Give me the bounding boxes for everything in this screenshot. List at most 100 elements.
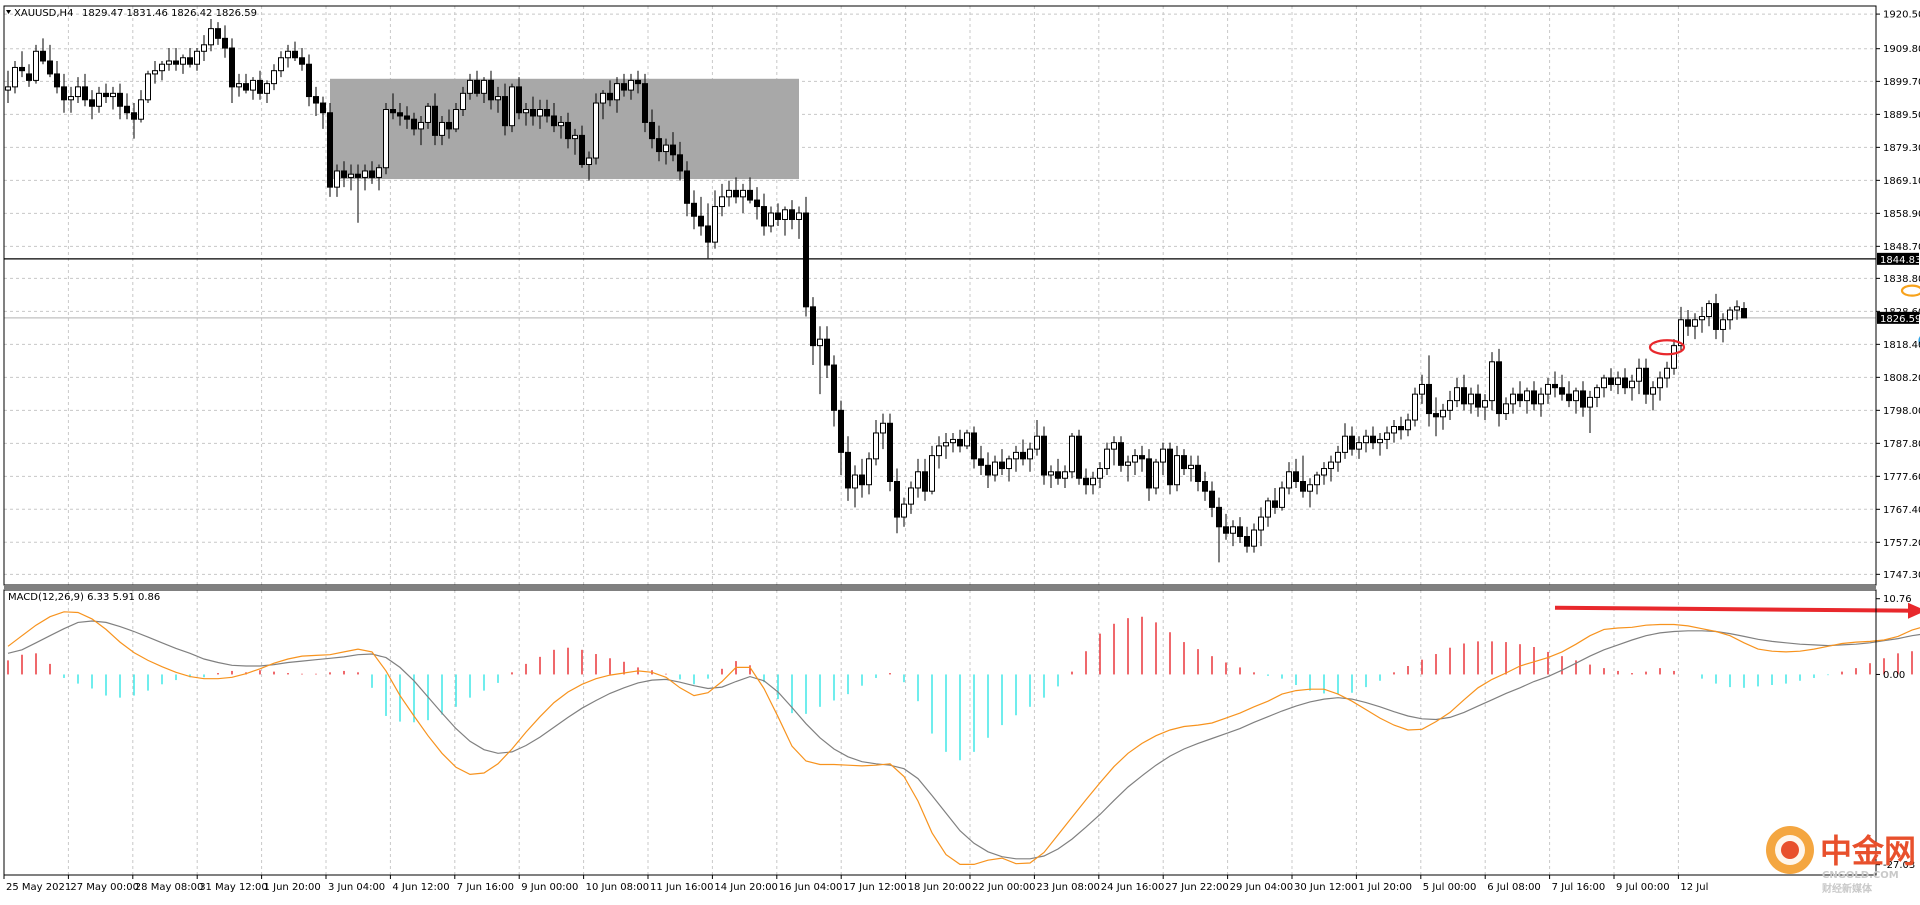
candle-body-bull	[902, 504, 907, 517]
candle	[804, 197, 809, 317]
price-tick-label: 1777.60	[1883, 472, 1920, 483]
candle-body-bear	[300, 58, 305, 64]
candle-body-bear	[986, 465, 991, 475]
candle-body-bear	[1140, 456, 1145, 459]
candle-body-bear	[888, 423, 893, 481]
candle-body-bear	[923, 472, 928, 491]
candle-body-bull	[468, 80, 473, 93]
time-tick-label: 4 Jun 12:00	[392, 882, 449, 893]
chart-header: XAUUSD,H4 1829.47 1831.46 1826.42 1826.5…	[6, 8, 257, 19]
candle-body-bull	[951, 439, 956, 442]
candle-body-bull	[1161, 449, 1166, 462]
time-tick-label: 16 Jun 04:00	[779, 882, 843, 893]
candle-body-bull	[1336, 452, 1341, 462]
candle-body-bear	[1084, 478, 1089, 484]
candle-body-bull	[720, 197, 725, 207]
candle-body-bear	[692, 203, 697, 216]
price-tick-label: 1909.80	[1883, 44, 1920, 55]
price-tick-label: 1899.70	[1883, 77, 1920, 88]
candle-body-bull	[1385, 433, 1390, 439]
candle-body-bear	[90, 100, 95, 106]
candle-body-bear	[1000, 462, 1005, 468]
candle-body-bull	[6, 87, 11, 90]
candle-body-bear	[776, 213, 781, 219]
candle-body-bull	[1483, 401, 1488, 407]
candle-body-bear	[839, 410, 844, 452]
time-tick-label: 24 Jun 16:00	[1101, 882, 1165, 893]
candle-body-bull	[1539, 394, 1544, 404]
price-tick-label: 1828.60	[1883, 307, 1920, 318]
candle-body-bull	[1490, 362, 1495, 401]
candle-body-bull	[601, 93, 606, 103]
candle-body-bull	[1721, 320, 1726, 330]
candle-body-bear	[1245, 536, 1250, 546]
candle-body-bull	[1637, 368, 1642, 381]
candle-body-bull	[1007, 459, 1012, 469]
candle-body-bull	[524, 110, 529, 113]
time-tick-label: 7 Jul 16:00	[1552, 882, 1606, 893]
candle-body-bear	[1301, 481, 1306, 491]
candle-body-bull	[727, 190, 732, 196]
time-tick-label: 3 Jun 04:00	[328, 882, 385, 893]
candle-body-bull	[797, 213, 802, 219]
candle	[1077, 430, 1082, 485]
candle-body-bull	[111, 93, 116, 96]
candle-body-bull	[160, 64, 165, 70]
price-tick-label: 1869.10	[1883, 176, 1920, 187]
candle-body-bear	[699, 216, 704, 226]
candle-body-bull	[1189, 465, 1194, 468]
candle-body-bear	[328, 113, 333, 187]
candle-body-bull	[13, 67, 18, 86]
candle-body-bear	[1371, 436, 1376, 442]
candle-body-bull	[167, 61, 172, 64]
candle-body-bull	[1287, 472, 1292, 488]
candle-body-bear	[125, 106, 130, 112]
candle-body-bear	[832, 365, 837, 410]
candle-body-bear	[356, 174, 361, 177]
time-tick-label: 30 Jun 12:00	[1294, 882, 1358, 893]
candle-body-bull	[1126, 462, 1131, 465]
candle-body-bull	[272, 71, 277, 84]
candle-body-bull	[1665, 368, 1670, 378]
candle-body-bull	[440, 122, 445, 135]
candle-body-bear	[503, 97, 508, 126]
candle-body-bull	[265, 84, 270, 94]
candle-body-bull	[629, 80, 634, 90]
candle-body-bear	[545, 110, 550, 116]
candle-body-bear	[1182, 456, 1187, 469]
candle-body-bull	[419, 122, 424, 128]
candle	[594, 93, 599, 164]
candle-body-bull	[1588, 397, 1593, 407]
candle-body-bear	[475, 80, 480, 93]
candle-body-bull	[965, 433, 970, 446]
candle-body-bull	[377, 168, 382, 178]
candle-body-bear	[489, 80, 494, 99]
candle-body-bull	[1602, 378, 1607, 388]
candle-body-bull	[1700, 317, 1705, 320]
time-tick-label: 25 May 2021	[6, 882, 71, 893]
panel-separator[interactable]	[4, 585, 1876, 590]
candle-body-bull	[1252, 530, 1257, 546]
candle-body-bear	[748, 190, 753, 200]
candle-body-bull	[34, 51, 39, 80]
candle-body-bear	[790, 210, 795, 220]
time-tick-label: 9 Jun 00:00	[521, 882, 578, 893]
candle	[328, 103, 333, 197]
candle-body-bull	[1511, 394, 1516, 404]
candle-body-bull	[867, 459, 872, 485]
candle-body-bull	[1658, 378, 1663, 388]
candle-body-bear	[1238, 527, 1243, 537]
candle-body-bear	[188, 58, 193, 64]
candle-body-bear	[405, 116, 410, 119]
candle-body-bear	[972, 433, 977, 459]
candle-body-bull	[1546, 384, 1551, 394]
candle-body-bull	[1707, 304, 1712, 317]
time-tick-label: 9 Jul 00:00	[1616, 882, 1670, 893]
candle-body-bear	[321, 103, 326, 113]
candle-body-bull	[202, 45, 207, 51]
candle-body-bear	[1147, 459, 1152, 488]
candle-body-bear	[398, 113, 403, 116]
candle-body-bear	[174, 61, 179, 64]
watermark-brand: 中金网	[1820, 832, 1916, 870]
